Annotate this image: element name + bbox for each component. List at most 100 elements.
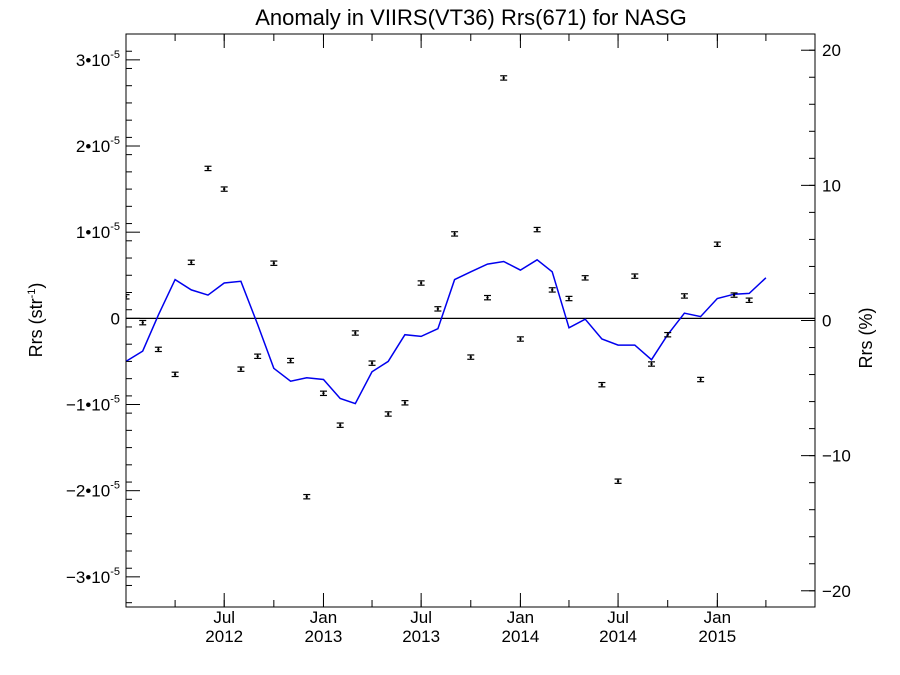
- point-marker: [403, 401, 407, 404]
- point-marker: [419, 281, 423, 285]
- point-marker: [256, 355, 259, 358]
- data-point: [516, 336, 524, 342]
- data-point: [287, 357, 295, 364]
- point-marker: [354, 331, 357, 335]
- point-marker: [206, 167, 210, 170]
- data-point: [745, 297, 753, 304]
- data-point: [614, 478, 622, 484]
- point-marker: [666, 333, 669, 336]
- data-point: [730, 292, 738, 298]
- data-point: [270, 260, 278, 266]
- data-point: [680, 293, 688, 299]
- y-left-tick-label: −3•10-5: [66, 566, 120, 587]
- point-marker: [747, 299, 751, 302]
- point-marker: [141, 321, 144, 324]
- data-point: [303, 493, 311, 500]
- point-marker: [289, 359, 292, 362]
- data-point: [126, 294, 130, 300]
- data-point: [500, 75, 508, 81]
- data-point: [237, 366, 245, 372]
- point-marker: [535, 228, 539, 231]
- data-point: [417, 280, 425, 286]
- point-marker: [190, 261, 193, 264]
- point-marker: [567, 297, 571, 300]
- x-tick-label-year: 2014: [501, 627, 539, 646]
- x-tick-label-year: 2012: [205, 627, 243, 646]
- point-marker: [519, 337, 522, 341]
- y-axis-left-label: Rrs (str-1): [26, 283, 46, 358]
- data-point: [581, 275, 589, 281]
- x-tick-label-month: Jan: [310, 608, 337, 627]
- data-point: [533, 226, 541, 233]
- point-marker: [239, 367, 243, 371]
- point-marker: [436, 307, 440, 311]
- point-marker: [600, 383, 604, 386]
- x-tick-label-month: Jul: [607, 608, 629, 627]
- y-left-tick-label: 3•10-5: [76, 49, 120, 70]
- x-axis: Jul2012Jan2013Jul2013Jan2014Jul2014Jan20…: [125, 34, 816, 646]
- data-point: [565, 295, 573, 302]
- data-point: [351, 330, 359, 336]
- data-point: [401, 400, 409, 406]
- point-marker: [486, 296, 489, 299]
- y-right-tick-label: 20: [822, 41, 841, 60]
- y-right-tick-label: 10: [822, 176, 841, 195]
- point-marker: [650, 362, 653, 366]
- point-marker: [126, 295, 128, 299]
- anomaly-line-series: [126, 258, 767, 405]
- chart-title: Anomaly in VIIRS(VT36) Rrs(671) for NASG: [255, 5, 687, 30]
- data-point: [451, 231, 459, 237]
- anomaly-line: [126, 258, 767, 405]
- data-point: [204, 165, 212, 172]
- point-marker: [222, 187, 226, 191]
- data-point: [648, 361, 656, 367]
- point-marker: [716, 243, 719, 246]
- point-marker: [305, 495, 308, 498]
- point-marker: [732, 293, 736, 297]
- data-point: [139, 319, 147, 326]
- point-marker: [469, 355, 472, 359]
- y-left-tick-label: 2•10-5: [76, 135, 120, 156]
- y-left-tick-label: 1•10-5: [76, 221, 120, 242]
- data-point: [154, 346, 162, 353]
- data-point: [368, 360, 376, 366]
- data-point: [171, 371, 179, 378]
- x-tick-label-year: 2013: [402, 627, 440, 646]
- data-point: [319, 390, 327, 397]
- point-marker: [173, 373, 177, 376]
- x-tick-label-month: Jan: [704, 608, 731, 627]
- point-marker: [616, 479, 620, 483]
- point-marker: [551, 288, 554, 292]
- point-marker: [272, 262, 276, 265]
- point-marker: [338, 423, 342, 427]
- x-tick-label-month: Jul: [410, 608, 432, 627]
- point-marker: [683, 294, 686, 298]
- x-tick-label-month: Jan: [507, 608, 534, 627]
- y-left-tick-label: −2•10-5: [66, 480, 120, 501]
- y-left-tick-label: 0: [111, 309, 120, 328]
- point-marker: [633, 274, 636, 278]
- data-point: [713, 241, 721, 247]
- plot-frame: [125, 33, 816, 608]
- y-axis-left: 3•10-5 2•10-5 1•10-5 0 −1•10-5 −2•10-5 −3•10-5: [66, 49, 140, 604]
- data-point: [220, 186, 228, 192]
- y-right-tick-label: −10: [822, 447, 851, 466]
- y-axis-right-label: Rrs (%): [856, 308, 876, 369]
- data-point: [697, 376, 705, 383]
- data-point: [254, 353, 262, 360]
- point-marker: [699, 378, 702, 381]
- data-point: [187, 259, 195, 266]
- anomaly-points-series: [126, 75, 753, 500]
- data-point: [598, 381, 606, 388]
- x-tick-label-year: 2015: [698, 627, 736, 646]
- point-marker: [453, 232, 456, 236]
- data-point: [467, 354, 475, 360]
- data-point: [548, 287, 556, 293]
- data-point: [384, 411, 392, 417]
- data-point: [664, 331, 672, 338]
- point-marker: [370, 361, 374, 365]
- y-right-tick-label: −20: [822, 582, 851, 601]
- point-marker: [322, 392, 325, 395]
- point-marker: [157, 348, 160, 351]
